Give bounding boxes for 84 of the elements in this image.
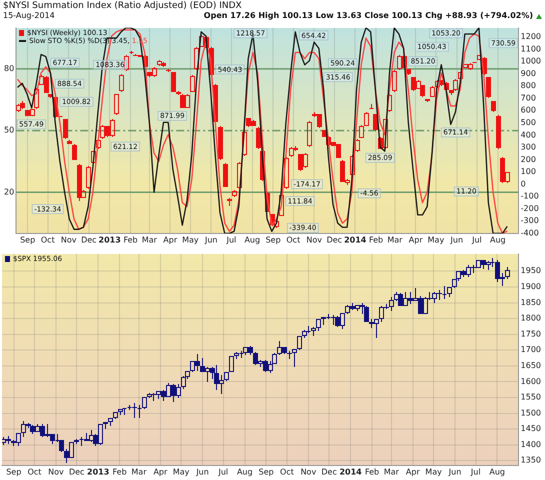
x-tick-label: Feb (368, 235, 384, 244)
y2-tick-label: 0 (520, 179, 526, 188)
y2-tick-label: 1100 (520, 44, 541, 54)
x-tick-label: Aug (244, 235, 260, 244)
y2-tick-label: -300 (520, 216, 539, 226)
y2-tick-label: 500 (520, 118, 536, 128)
y-tick-label: 1550 (520, 392, 541, 402)
y2-tick-label: 800 (520, 81, 536, 90)
y-tick-label: 1450 (520, 424, 541, 434)
x-tick-label: Mar (142, 235, 158, 244)
x-tick-label: Nov (60, 235, 77, 244)
y-tick-label: 1750 (520, 329, 541, 338)
y-tick-label: 1950 (520, 266, 541, 276)
y2-tick-label: 600 (520, 106, 536, 115)
x-tick-label: Apr (163, 235, 178, 244)
x-tick-label: 2013 (98, 235, 121, 244)
y2-tick-label: 300 (520, 142, 536, 152)
x-tick-label: Jul (470, 467, 481, 476)
x-tick-label: Jun (204, 235, 218, 244)
x-tick-label: Aug (490, 235, 506, 244)
x-tick-label: Feb (123, 235, 138, 244)
y2-tick-label: -200 (520, 204, 539, 213)
x-tick-label: May (182, 235, 199, 244)
y-tick-label: 1900 (520, 282, 541, 292)
x-tick-label: Mar (387, 235, 404, 244)
y2-tick-label: 900 (520, 68, 536, 78)
x-tick-label: Sep (266, 235, 281, 244)
x-tick-label: Dec (321, 467, 337, 476)
y-tick-label: 20 (4, 187, 14, 196)
y-tick-label: 1700 (520, 345, 541, 354)
x-tick-label: Feb (112, 467, 127, 476)
y2-tick-label: 200 (520, 154, 536, 164)
x-tick-label: Oct (286, 235, 300, 244)
y-tick-label: 50 (4, 126, 14, 135)
x-tick-label: Jun (195, 467, 209, 476)
x-tick-label: Jul (471, 235, 482, 244)
x-tick-label: Dec (68, 467, 84, 476)
x-tick-label: 2013 (87, 467, 110, 476)
x-tick-label: Apr (408, 235, 424, 244)
x-tick-label: Dec (81, 235, 97, 244)
x-tick-label: Aug (236, 467, 253, 476)
y2-tick-label: 700 (520, 93, 536, 102)
x-tick-label: 2014 (339, 467, 362, 476)
y2-tick-label: 1200 (520, 32, 541, 42)
x-tick-label: Jun (448, 467, 462, 476)
y2-tick-label: -100 (520, 192, 539, 201)
x-tick-label: Nov (48, 467, 64, 476)
x-tick-label: Jun (450, 235, 464, 244)
y-tick-label: 1400 (520, 440, 541, 449)
x-tick-label: Sep (6, 467, 22, 476)
x-tick-label: Sep (258, 467, 274, 476)
y-tick-label: 1350 (520, 456, 541, 465)
x-tick-label: Nov (300, 467, 316, 476)
y-tick-label: 80 (4, 64, 14, 73)
y-tick-label: 1850 (520, 298, 541, 307)
x-tick-label: Dec (326, 235, 342, 244)
x-tick-label: Oct (28, 467, 42, 476)
x-tick-label: Feb (364, 467, 380, 476)
y2-tick-label: 100 (520, 167, 536, 176)
chart-title: $NYSI Summation Index (Ratio Adjusted) (EOD) INDX (3, 1, 242, 11)
y-tick-label: 1600 (520, 376, 541, 386)
x-tick-label: Nov (306, 235, 322, 244)
x-tick-label: Oct (40, 235, 55, 244)
x-tick-label: Jul (217, 467, 228, 476)
y-tick-label: 1650 (520, 360, 541, 370)
chart-subtitle: 15-Aug-2014 (3, 11, 55, 20)
y2-tick-label: 400 (520, 130, 536, 140)
x-tick-label: May (425, 467, 442, 476)
y2-tick-label: 1000 (520, 56, 541, 66)
x-tick-label: Apr (153, 467, 168, 476)
x-tick-label: Aug (489, 467, 506, 476)
y2-tick-label: -400 (520, 228, 539, 238)
x-tick-label: May (428, 235, 444, 244)
x-tick-label: Mar (131, 467, 148, 476)
x-tick-label: Jul (226, 235, 236, 244)
x-tick-label: May (172, 467, 190, 476)
x-tick-label: Mar (384, 467, 400, 476)
x-tick-label: Sep (20, 235, 36, 244)
y-tick-label: 1500 (520, 408, 541, 418)
x-tick-label: Apr (406, 467, 420, 476)
y-tick-label: 1800 (520, 314, 541, 323)
x-tick-label: 2014 (344, 235, 367, 244)
text: Open 17.26 High 100.13 Low 13.63 Close 100.13 Chg +88.93 (+794.02%) (204, 11, 533, 20)
x-tick-label: Oct (280, 467, 294, 476)
